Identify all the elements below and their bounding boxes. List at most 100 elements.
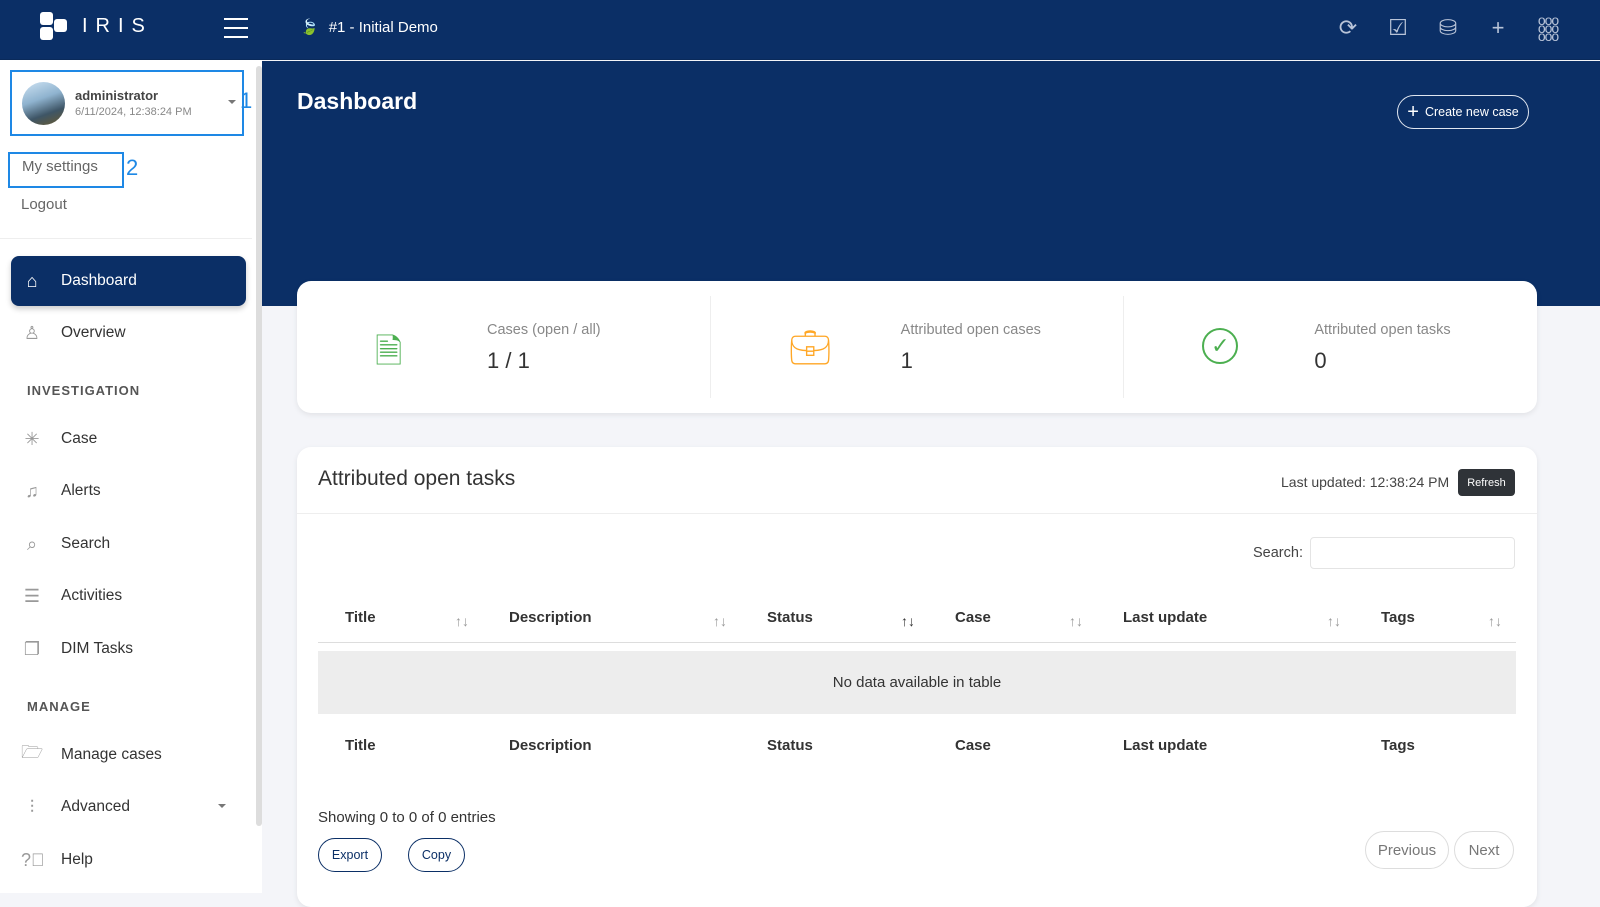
windows-icon: ❐ [23,638,41,659]
stat-value: 1 [900,348,913,373]
my-settings-link[interactable]: My settings [8,152,124,188]
sort-icon[interactable]: ↑↓ [1327,613,1341,629]
nav-label: Advanced [61,798,130,815]
search-input[interactable] [1310,537,1515,569]
column-header-case[interactable]: Case [955,609,991,626]
top-navbar: IRIS 🍃 #1 - Initial Demo ⟳ ☑ ⛁ + ooo ooo oo… [0,0,1600,60]
menu-toggle-icon[interactable] [224,18,248,38]
search-icon: ⌕ [26,533,38,554]
stat-label: Attributed open tasks [1314,322,1451,338]
stat-label: Cases (open / all) [487,322,601,338]
avatar [22,81,65,125]
sort-icon[interactable]: ↑↓ [713,613,727,629]
column-header-last-update[interactable]: Last update [1123,609,1208,626]
annotation-label: 1 [240,88,253,113]
previous-page-button[interactable]: Previous [1365,831,1449,869]
export-button[interactable]: Export [318,838,382,872]
check-circle-icon: ✓ [1202,328,1239,364]
case-title: #1 - Initial Demo [328,18,438,36]
refresh-button[interactable]: Refresh [1458,469,1515,496]
stat-cases: 🗎 Cases (open / all) 1 / 1 [297,296,711,398]
folder-icon: 🗁 [21,742,44,762]
sort-icon[interactable]: ↑↓ [1488,613,1502,629]
search-label: Search: [1253,545,1303,561]
next-page-button[interactable]: Next [1454,831,1514,869]
leaf-icon: 🍃 [300,19,319,36]
footer-last-update: Last update [1123,737,1208,754]
footer-title: Title [345,737,376,754]
checkbox-icon[interactable]: ☑ [1388,15,1408,40]
column-header-tags[interactable]: Tags [1381,609,1415,626]
login-datetime: 6/11/2024, 12:38:24 PM [75,106,192,118]
caret-down-icon [218,804,226,812]
header-banner [262,61,1600,306]
plus-icon: + [1407,100,1419,123]
refresh-icon[interactable]: ⟳ [1338,15,1358,40]
footer-tags: Tags [1381,737,1415,754]
footer-description: Description [509,737,592,754]
sidebar-item-search[interactable]: ⌕ Search [0,519,252,569]
last-updated: Last updated: 12:38:24 PM [1281,474,1450,490]
stat-attributed-tasks: ✓ Attributed open tasks 0 [1124,296,1537,398]
caret-down-icon[interactable] [228,100,236,108]
briefcase-icon: 💼︎ [788,329,832,367]
nav-label: Manage cases [61,746,162,763]
sort-icon[interactable]: ↑↓ [455,613,469,629]
database-icon[interactable]: ⛁ [1438,15,1458,40]
sidebar-item-help[interactable]: ?⃝ Help [0,835,252,885]
stat-label: Attributed open cases [900,322,1041,338]
stat-attributed-cases: 💼︎ Attributed open cases 1 [711,296,1125,398]
sidebar-item-case[interactable]: ✳ Case [0,414,252,464]
logout-link[interactable]: Logout [21,196,67,213]
sort-icon[interactable]: ↑↓ [1069,613,1083,629]
bell-icon: ♫ [25,480,39,501]
stat-value: 1 / 1 [487,348,530,373]
iris-logo[interactable]: IRIS [40,12,153,40]
empty-table-message: No data available in table [318,651,1516,714]
sidebar-item-advanced[interactable]: ⫶ Advanced [0,782,252,832]
plus-icon[interactable]: + [1491,15,1505,40]
column-header-status[interactable]: Status [767,609,813,626]
sidebar-item-alerts[interactable]: ♫ Alerts [0,466,252,516]
hexagon-logo-icon [40,12,70,40]
person-icon: ♙ [23,322,41,343]
button-label: Create new case [1424,105,1519,119]
table-footer: Title Description Status Case Last updat… [318,723,1516,771]
nav-label: Help [61,851,93,868]
user-profile[interactable]: administrator 6/11/2024, 12:38:24 PM [10,70,244,136]
current-case[interactable]: 🍃 #1 - Initial Demo [300,18,438,37]
divider [297,513,1537,514]
list-icon: ☰ [23,585,41,606]
tasks-card: Attributed open tasks Last updated: 12:3… [297,447,1537,907]
sidebar-scrollbar[interactable] [256,66,262,826]
annotation-label: 2 [126,155,139,180]
nav-label: Search [61,535,111,552]
column-header-description[interactable]: Description [509,609,592,626]
sidebar-item-overview[interactable]: ♙ Overview [0,308,252,358]
section-heading: INVESTIGATION [27,383,141,398]
sidebar-item-manage-cases[interactable]: 🗁 Manage cases [0,730,252,780]
sidebar-item-activities[interactable]: ☰ Activities [0,571,252,621]
sidebar-item-dim-tasks[interactable]: ❐ DIM Tasks [0,624,252,674]
sort-asc-icon[interactable]: ↑↓ [901,613,915,629]
help-icon: ?⃝ [21,849,45,870]
divider [0,238,252,239]
footer-status: Status [767,737,813,754]
column-header-title[interactable]: Title [345,609,376,626]
apps-grid-icon[interactable]: ooo ooo ooo [1537,12,1559,44]
nav-label: Alerts [61,482,101,499]
card-title: Attributed open tasks [318,467,516,490]
create-new-case-button[interactable]: + Create new case [1397,95,1529,129]
sidebar-item-dashboard[interactable]: ⌂ Dashboard [11,256,246,306]
table-header: Title ↑↓ Description ↑↓ Status ↑↓ Case ↑↓ La… [318,595,1516,643]
document-icon: 🗎 [375,333,403,371]
copy-button[interactable]: Copy [408,838,465,872]
section-heading: MANAGE [27,699,91,714]
nav-label: Case [61,430,98,447]
sliders-icon: ⫶ [29,796,35,817]
entries-info: Showing 0 to 0 of 0 entries [318,809,496,826]
app-name: IRIS [82,14,153,37]
stats-card: 🗎 Cases (open / all) 1 / 1 💼︎ Attributed op… [297,281,1537,413]
nav-label: Overview [61,324,126,341]
footer-case: Case [955,737,991,754]
